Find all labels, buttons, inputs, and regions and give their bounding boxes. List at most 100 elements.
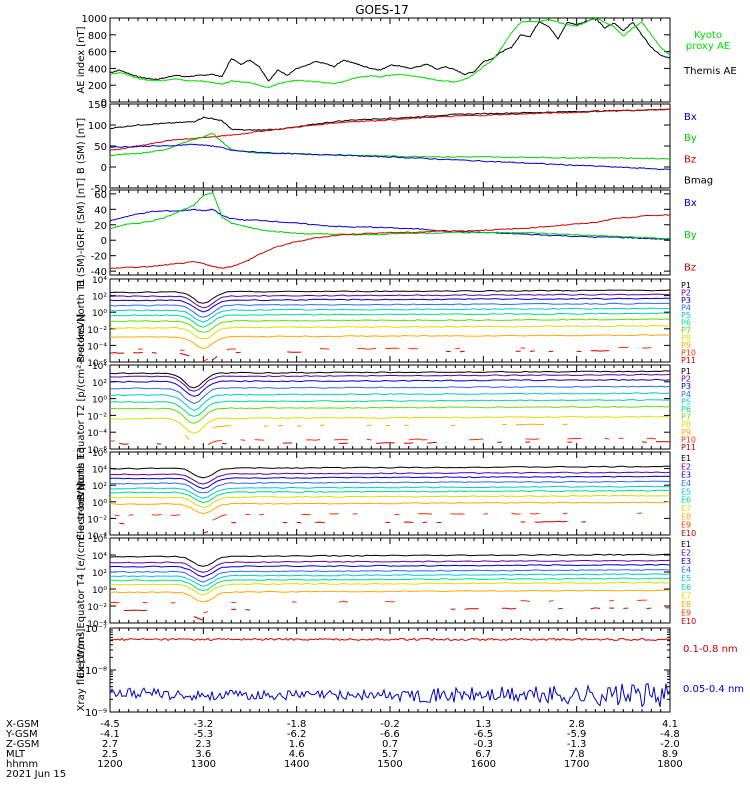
flux-channel-11 bbox=[427, 442, 436, 443]
flux-channel-10 bbox=[357, 348, 376, 349]
flux-channel-10 bbox=[605, 438, 610, 439]
flux-channel-10 bbox=[525, 439, 539, 440]
panel-1: AE index [nT]02004006008001000Kyotoproxy… bbox=[76, 14, 737, 109]
y-tick-label: 10² bbox=[92, 379, 107, 389]
y-tick-label: 10⁻² bbox=[87, 515, 107, 525]
flux-channel-9 bbox=[320, 425, 325, 426]
flux-channel-1 bbox=[110, 290, 670, 303]
y-tick-label: 10⁻⁴ bbox=[87, 429, 107, 439]
flux-channel-10 bbox=[647, 438, 656, 439]
series-line-bx bbox=[110, 144, 670, 169]
flux-channel-11 bbox=[119, 443, 128, 444]
y-tick-label: 10⁻⁷ bbox=[85, 624, 107, 635]
flux-channel-10 bbox=[320, 349, 329, 350]
flux-channel-9 bbox=[549, 601, 554, 602]
flux-channel-9 bbox=[530, 513, 539, 514]
axis-row-value: 1700 bbox=[564, 759, 589, 770]
flux-channel-10 bbox=[642, 347, 651, 348]
flux-channel-10 bbox=[306, 440, 320, 441]
y-tick-label: 20 bbox=[94, 221, 107, 232]
axis-row-value: 1600 bbox=[471, 759, 496, 770]
series-line-0-1-0-8-nm bbox=[110, 638, 670, 640]
flux-channel-10 bbox=[203, 359, 208, 361]
panel-8: Xray flux [W/m²]10⁻⁷10⁻⁸10⁻⁹0.1-0.8 nm0.… bbox=[76, 624, 744, 719]
y-tick-label: 0 bbox=[101, 236, 107, 247]
y-tick-label: 10⁰ bbox=[92, 586, 107, 596]
flux-channel-7 bbox=[110, 495, 670, 507]
flux-channel-11 bbox=[530, 351, 535, 352]
flux-channel-7 bbox=[110, 319, 670, 332]
flux-channel-1 bbox=[110, 371, 670, 388]
flux-channel-10 bbox=[227, 349, 236, 350]
flux-channel-10 bbox=[455, 348, 460, 349]
y-tick-label: 50 bbox=[94, 142, 107, 153]
flux-channel-10 bbox=[255, 440, 264, 441]
y-tick-label: 150 bbox=[88, 100, 107, 111]
flux-channel-6 bbox=[110, 578, 670, 590]
y-tick-label: 10⁻⁹ bbox=[85, 708, 107, 719]
plot-title: GOES-17 bbox=[355, 3, 409, 17]
flux-channel-9 bbox=[511, 513, 520, 514]
y-tick-label: 10⁻² bbox=[87, 326, 107, 336]
flux-channel-9 bbox=[171, 515, 180, 516]
legend-entry: Bx bbox=[684, 112, 697, 123]
y-tick-label: 10⁻⁴ bbox=[87, 342, 107, 352]
legend-entry: Bz bbox=[684, 263, 696, 274]
legend-entry: Bx bbox=[684, 198, 697, 209]
legend-entry: Kyoto bbox=[694, 30, 722, 41]
legend-entry: proxy AE bbox=[686, 41, 730, 52]
flux-channel-10 bbox=[297, 522, 302, 523]
flux-channel-9 bbox=[339, 601, 348, 602]
flux-channel-11 bbox=[460, 351, 465, 352]
y-tick-label: 10⁻² bbox=[87, 412, 107, 422]
flux-channel-4 bbox=[110, 386, 670, 404]
flux-channel-10 bbox=[203, 532, 208, 534]
y-tick-label: 60 bbox=[94, 190, 107, 201]
y-tick-label: 1000 bbox=[82, 14, 107, 25]
flux-channel-11 bbox=[110, 353, 124, 354]
flux-channel-5 bbox=[110, 393, 670, 411]
legend-entry: 0.1-0.8 nm bbox=[683, 644, 738, 655]
axis-row-value: 1500 bbox=[377, 759, 402, 770]
flux-channel-9 bbox=[213, 515, 227, 520]
flux-channel-7 bbox=[110, 582, 670, 595]
y-tick-label: 10⁶ bbox=[92, 449, 107, 459]
flux-channel-11 bbox=[339, 443, 348, 444]
flux-channel-10 bbox=[194, 617, 203, 621]
legend-entry: 0.05-0.4 nm bbox=[683, 684, 744, 695]
y-tick-label: 10⁴ bbox=[92, 362, 107, 372]
flux-channel-9 bbox=[213, 426, 232, 429]
flux-channel-9 bbox=[292, 602, 297, 603]
y-axis-label: B (SM)-IGRF (SM) [nT] bbox=[76, 178, 87, 287]
flux-channel-10 bbox=[404, 522, 413, 523]
y-tick-label: 10⁰ bbox=[92, 309, 107, 319]
flux-channel-10 bbox=[502, 608, 516, 609]
flux-channel-2 bbox=[110, 374, 670, 391]
y-tick-label: 40 bbox=[94, 205, 107, 216]
flux-channel-10 bbox=[469, 439, 483, 440]
panel-7: Electrons Equator T4 [e/(cm²-s-sr-keV)]1… bbox=[76, 483, 696, 678]
series-line-kyoto-proxy-ae bbox=[110, 18, 670, 88]
legend-entry: P11 bbox=[681, 443, 696, 452]
panel-frame bbox=[110, 538, 670, 623]
flux-channel-9 bbox=[110, 602, 119, 603]
axis-row-value: 1300 bbox=[191, 759, 216, 770]
y-tick-label: 10² bbox=[92, 482, 107, 492]
flux-channel-10 bbox=[535, 521, 568, 522]
legend-entry: E10 bbox=[681, 529, 696, 538]
flux-channel-11 bbox=[152, 353, 157, 354]
legend-entry: P11 bbox=[681, 356, 696, 365]
legend-entry: E10 bbox=[681, 617, 696, 626]
y-tick-label: 200 bbox=[88, 81, 107, 92]
y-tick-label: 10⁶ bbox=[92, 535, 107, 545]
flux-channel-10 bbox=[423, 522, 428, 523]
y-tick-label: 10² bbox=[92, 569, 107, 579]
axis-date: 2021 Jun 15 bbox=[6, 769, 66, 780]
legend-entry: Bmag bbox=[684, 176, 713, 187]
flux-channel-8 bbox=[110, 590, 670, 602]
flux-channel-11 bbox=[213, 356, 218, 360]
y-tick-label: -20 bbox=[91, 252, 107, 263]
